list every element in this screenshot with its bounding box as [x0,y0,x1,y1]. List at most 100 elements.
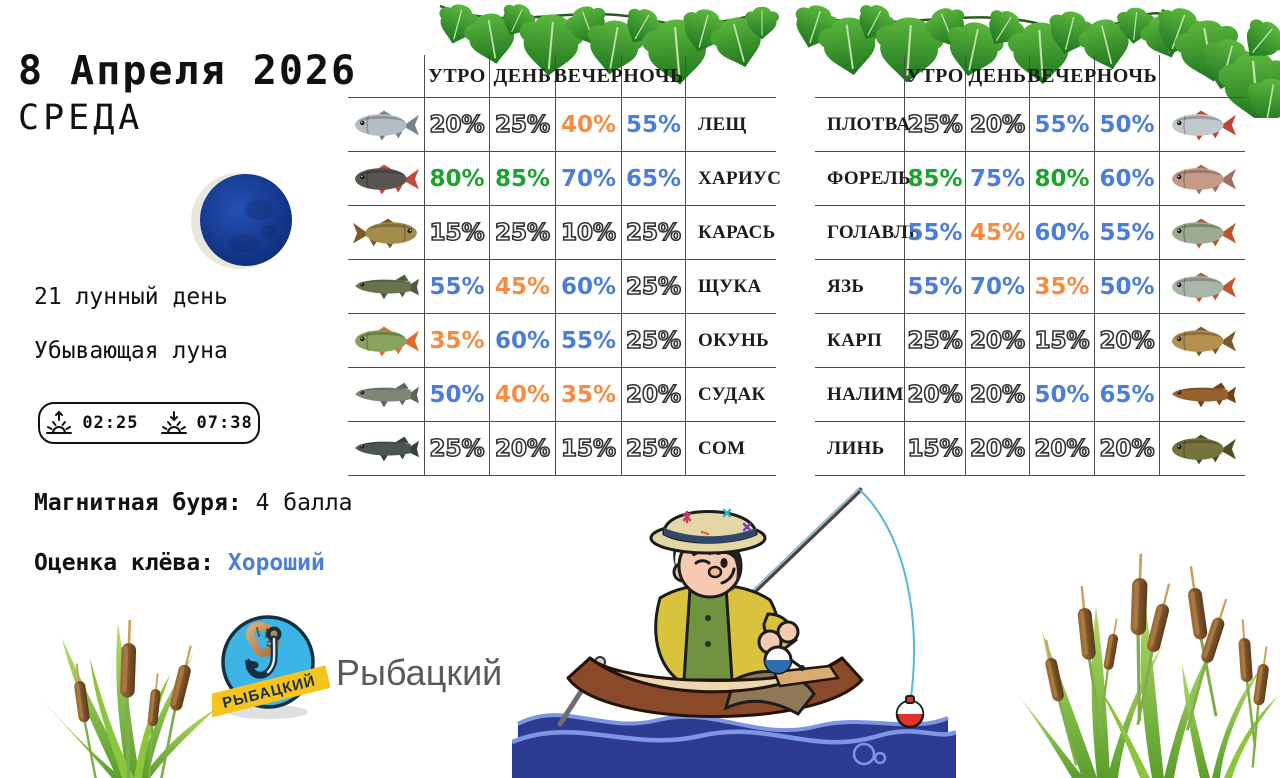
magnetic-storm-label: Магнитная буря: [34,490,242,516]
forecast-value: 10% [556,206,622,260]
forecast-value: 20% [966,98,1030,152]
forecast-value: 25% [622,206,686,260]
forecast-value: 65% [1095,368,1160,422]
fisherman-in-boat-icon [512,487,956,778]
fish-name: ЛИНЬ [815,422,905,476]
fish-icon [1160,314,1245,368]
time-header-day: ДЕНЬ [490,55,556,98]
forecast-value: 60% [1030,206,1095,260]
forecast-value: 55% [905,206,966,260]
header-spacer [686,55,776,98]
fish-icon [348,152,425,206]
forecast-value: 35% [556,368,622,422]
fish-name: ОКУНЬ [686,314,776,368]
forecast-value: 20% [622,368,686,422]
forecast-value: 20% [966,368,1030,422]
fish-name: ГОЛАВЛЬ [815,206,921,260]
forecast-value: 25% [622,314,686,368]
fish-icon [1160,206,1245,260]
time-header-morning: УТРО [425,55,490,98]
forecast-value: 50% [425,368,490,422]
forecast-value: 25% [490,206,556,260]
forecast-value: 25% [622,422,686,476]
header-spacer [1160,55,1245,98]
forecast-value: 25% [622,260,686,314]
time-header-day: ДЕНЬ [966,55,1030,98]
cattails-icon [44,618,218,778]
forecast-value: 20% [1095,314,1160,368]
forecast-value: 60% [1095,152,1160,206]
forecast-value: 85% [490,152,556,206]
time-header-evening: ВЕЧЕР [1027,55,1096,98]
forecast-value: 40% [490,368,556,422]
lunar-day-label: 21 лунный день [34,284,228,310]
fish-icon [1160,368,1245,422]
fish-name: СУДАК [686,368,776,422]
forecast-value: 65% [622,152,686,206]
fish-name: ПЛОТВА [815,98,910,152]
fish-name: ЛЕЩ [686,98,776,152]
fish-icon [1160,422,1245,476]
bite-rating-label: Оценка клёва: [34,550,215,576]
forecast-value: 15% [905,422,966,476]
forecast-value: 40% [556,98,622,152]
rise-set-times-box: 02:25 07:38 [38,402,260,444]
fish-name: СОМ [686,422,776,476]
magnetic-storm-line: Магнитная буря: 4 балла [34,490,353,516]
forecast-value: 45% [490,260,556,314]
forecast-value: 50% [1095,260,1160,314]
forecast-value: 15% [1030,314,1095,368]
forecast-value: 25% [905,314,966,368]
forecast-value: 55% [1095,206,1160,260]
fish-name: КАРАСЬ [686,206,776,260]
forecast-value: 45% [966,206,1030,260]
moonset-time: 07:38 [196,413,253,433]
forecast-value: 20% [1095,422,1160,476]
forecast-value: 20% [425,98,490,152]
forecast-value: 70% [966,260,1030,314]
forecast-value: 50% [1095,98,1160,152]
fish-icon [348,260,425,314]
weekday-label: СРЕДА [18,98,144,138]
forecast-value: 25% [425,422,490,476]
forecast-value: 80% [1030,152,1095,206]
page-title-date: 8 Апреля 2026 [18,48,358,94]
fish-icon [348,422,425,476]
fish-icon [348,206,425,260]
forecast-value: 55% [556,314,622,368]
forecast-value: 85% [905,152,966,206]
brand-name: Рыбацкий [336,652,503,693]
ivy-vine-icon [431,0,1280,118]
fish-name: ФОРЕЛЬ [815,152,911,206]
forecast-value: 55% [1030,98,1095,152]
sunset-arrow-down-icon [160,411,187,434]
forecast-value: 50% [1030,368,1095,422]
fish-icon [1160,98,1245,152]
forecast-value: 55% [622,98,686,152]
forecast-value: 35% [425,314,490,368]
fish-icon [348,314,425,368]
forecast-value: 15% [556,422,622,476]
brand-logo-badge: РЫБАЦКИЙ [212,615,330,719]
time-header-night: НОЧЬ [622,55,686,98]
fish-name: ХАРИУС [686,152,781,206]
forecast-value: 55% [425,260,490,314]
forecast-value: 15% [425,206,490,260]
forecast-value: 20% [490,422,556,476]
forecast-value: 75% [966,152,1030,206]
forecast-value: 25% [905,98,966,152]
sunrise-arrow-up-icon [46,410,73,434]
header-spacer [348,55,425,98]
cattails-icon [1020,551,1278,778]
forecast-value: 60% [556,260,622,314]
header-spacer [815,55,905,98]
forecast-value: 20% [1030,422,1095,476]
forecast-value: 60% [490,314,556,368]
forecast-value: 80% [425,152,490,206]
forecast-value: 35% [1030,260,1095,314]
forecast-table-right: УТРО ДЕНЬ ВЕЧЕР НОЧЬ ПЛОТВА 25% 20% 55% 50% ФОРЕЛ… [815,55,1245,476]
time-header-night: НОЧЬ [1095,55,1160,98]
moonrise-time: 02:25 [82,413,139,433]
fish-icon [1160,260,1245,314]
